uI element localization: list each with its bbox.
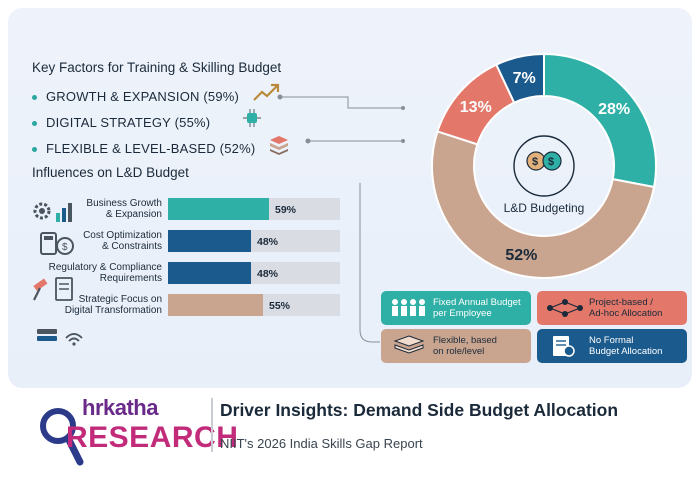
logo-research-text: RESEARCH <box>66 421 239 454</box>
bar-digital <box>168 294 263 316</box>
brain-coin-icon: $ $ <box>526 151 562 171</box>
bar-track <box>168 262 340 284</box>
donut-slice-label: 28% <box>598 101 630 118</box>
legend-fixed-annual: Fixed Annual Budget per Employee <box>381 291 531 325</box>
bar-category-label: Business Growth & Expansion <box>86 198 162 220</box>
donut-slice-label: 7% <box>513 70 536 87</box>
infographic-card: Key Factors for Training & Skilling Budg… <box>8 8 692 388</box>
influences-title: Influences on L&D Budget <box>32 165 189 180</box>
donut-slice-label: 13% <box>460 99 492 116</box>
layers-stack-icon <box>270 136 288 155</box>
bar-cost <box>168 230 251 252</box>
bar-value-label: 55% <box>269 300 291 312</box>
center-ring <box>513 135 575 197</box>
svg-text:$: $ <box>548 156 554 168</box>
donut-center-label: L&D Budgeting <box>504 201 585 215</box>
circuit-chip-icon <box>243 109 261 127</box>
connector-lines <box>277 94 680 350</box>
gavel-document-icon <box>33 277 73 301</box>
donut-slice <box>431 130 656 279</box>
key-factor-item: DIGITAL STRATEGY (55%) <box>32 115 210 130</box>
donut-slice-label: 52% <box>505 247 537 264</box>
budget-donut-chart: 28% 52% 13% 7% $ $ L&D Budgeting <box>431 52 657 279</box>
key-factor-label: GROWTH & EXPANSION (59%) <box>46 89 240 104</box>
footer-divider <box>211 398 213 452</box>
donut-slice <box>494 52 545 104</box>
key-factor-item: FLEXIBLE & LEVEL-BASED (52%) <box>32 141 255 156</box>
logo-hrkatha-text: hrkatha <box>82 395 158 420</box>
footer-subtitle: NIIT's 2026 India Skills Gap Report <box>220 436 423 451</box>
document-search-icon <box>553 336 575 357</box>
bar-value-label: 59% <box>275 204 297 216</box>
bullet-icon <box>32 95 37 101</box>
footer-title: Driver Insights: Demand Side Budget Allo… <box>220 400 619 420</box>
growth-arrow-icon <box>253 83 280 101</box>
bar-track <box>168 230 340 252</box>
bar-track <box>168 198 340 220</box>
bar-category-label: Strategic Focus on Digital Transformation <box>64 294 162 316</box>
legend-flexible: Flexible, based on role/level <box>381 329 531 363</box>
bar-value-label: 48% <box>257 236 279 248</box>
magnifier-logo-icon <box>40 408 84 466</box>
bar-category-label: Cost Optimization & Constraints <box>83 230 162 252</box>
bullet-icon <box>32 121 37 127</box>
server-wifi-icon <box>37 329 83 346</box>
donut-slices <box>431 52 657 279</box>
svg-text:$: $ <box>532 156 538 168</box>
bar-category-label: Regulatory & Compliance Requirements <box>48 262 162 284</box>
layers-icon <box>393 335 425 354</box>
key-factors-title: Key Factors for Training & Skilling Budg… <box>32 60 282 75</box>
gear-chart-icon <box>33 202 72 222</box>
calculator-coin-icon: $ <box>40 232 74 255</box>
key-factor-label: FLEXIBLE & LEVEL-BASED (52%) <box>46 141 256 156</box>
flow-nodes-icon <box>547 299 583 317</box>
donut-labels: 28% 52% 13% 7% <box>460 70 630 264</box>
bullet-icon <box>32 147 37 153</box>
svg-text:$: $ <box>62 242 68 253</box>
key-factor-label: DIGITAL STRATEGY (55%) <box>46 115 211 130</box>
bar-track <box>168 294 340 316</box>
legend-no-formal: No Formal Budget Allocation <box>537 329 687 363</box>
people-group-icon <box>392 299 425 316</box>
bar-growth <box>168 198 269 220</box>
key-factor-item: GROWTH & EXPANSION (59%) <box>32 89 239 104</box>
donut-slice <box>543 52 657 189</box>
bar-regulatory <box>168 262 251 284</box>
legend-project-based: Project-based / Ad-hoc Allocation <box>537 291 687 325</box>
bar-value-label: 48% <box>257 268 279 280</box>
